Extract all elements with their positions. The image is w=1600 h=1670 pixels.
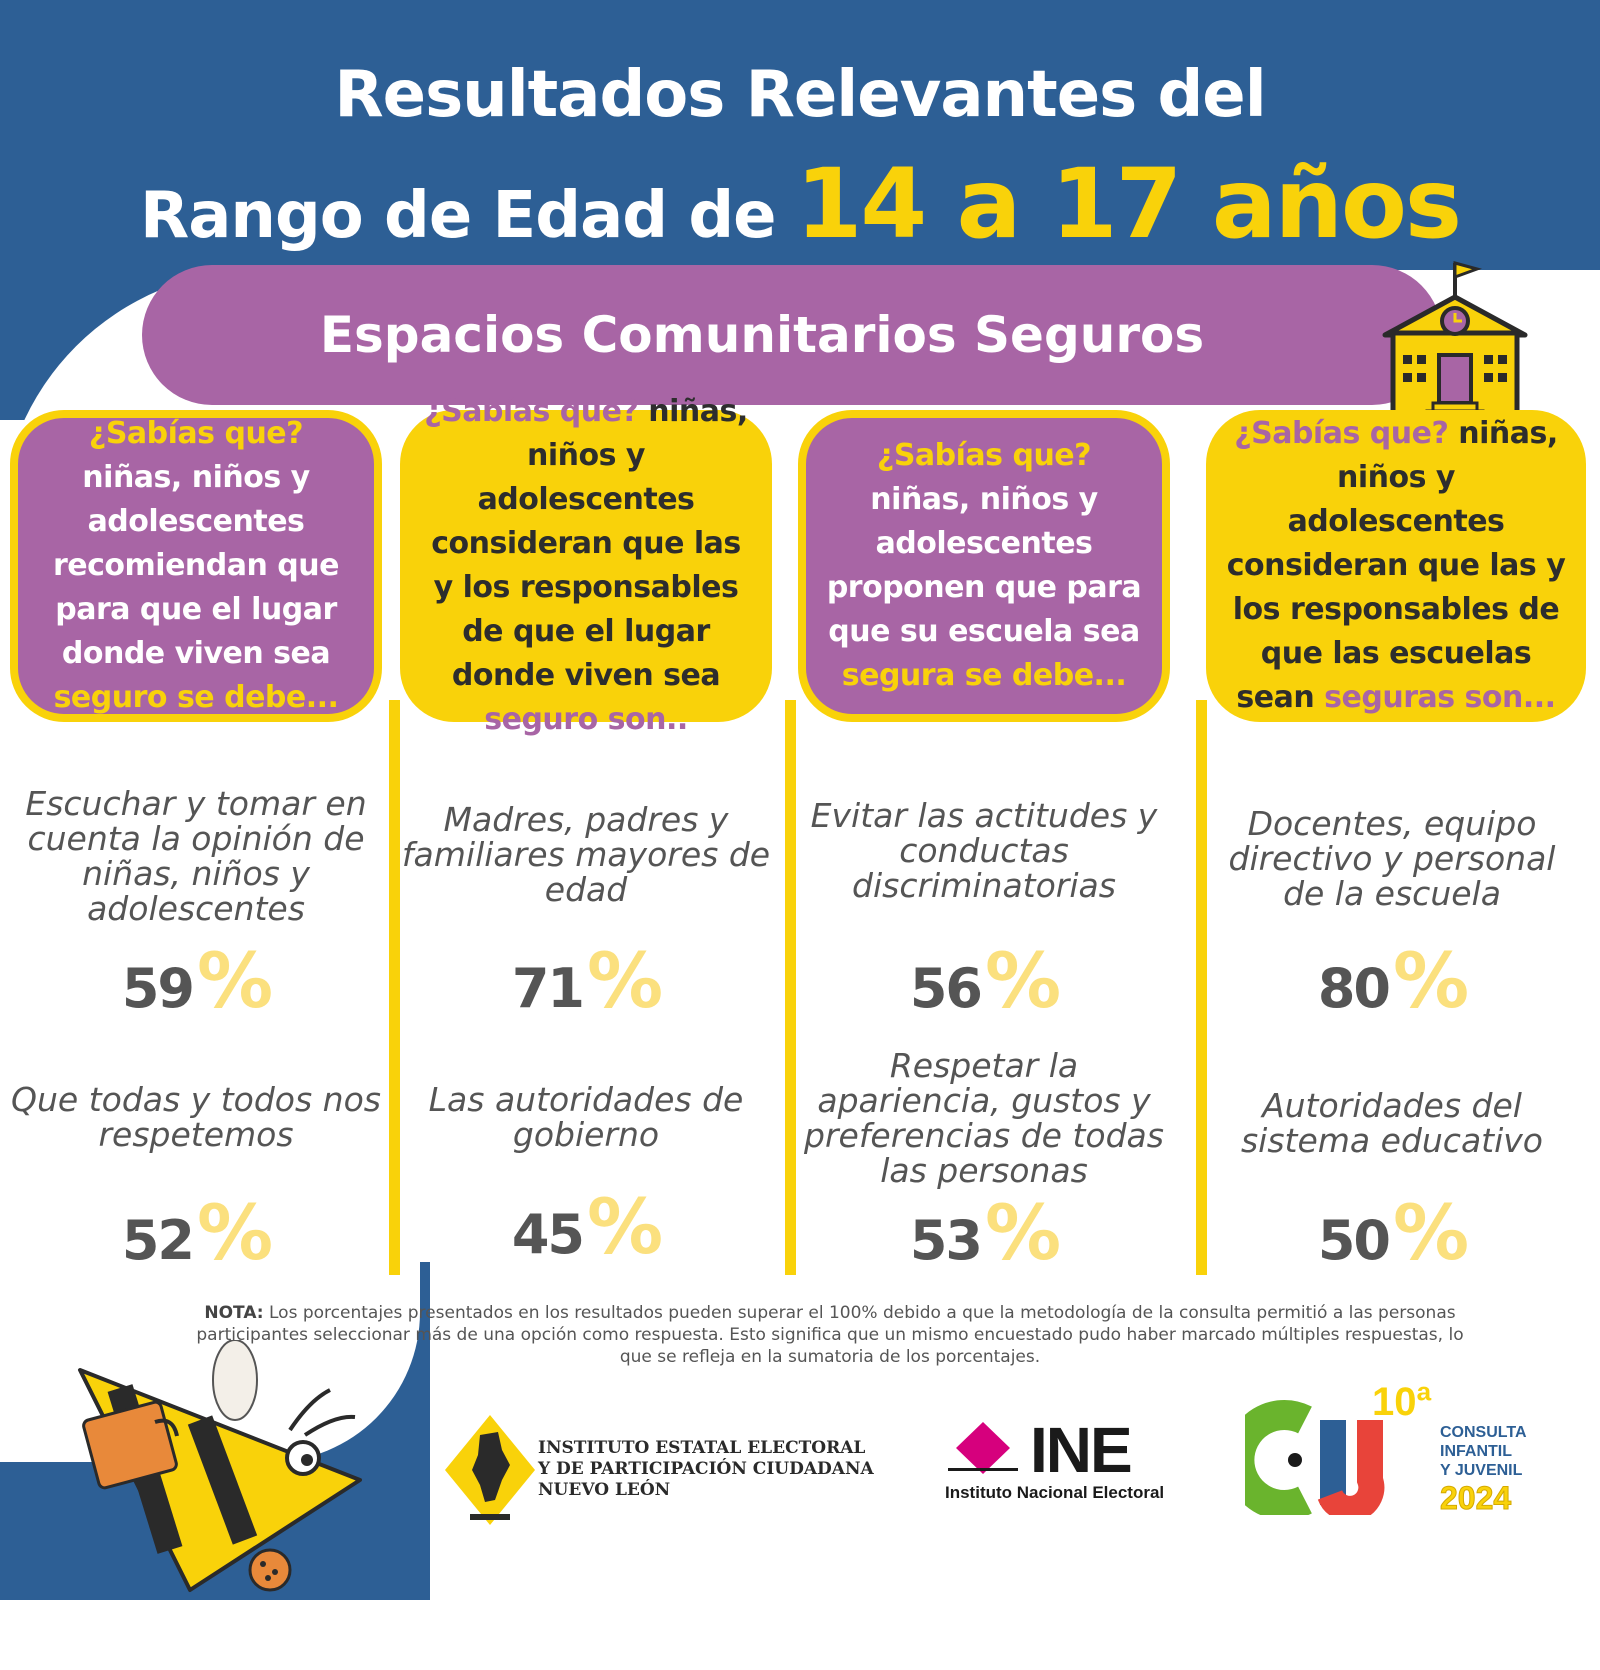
- result-percentage: 56%: [798, 936, 1170, 1025]
- fact-card-2: ¿Sabías que? niñas, niños y adolescentes…: [400, 394, 772, 737]
- result-percentage: 53%: [798, 1188, 1170, 1277]
- page-subtitle: Rango de Edad de 14 a 17 años: [0, 148, 1600, 260]
- cij-year: 2024: [1439, 1480, 1512, 1517]
- percent-sign: %: [985, 1188, 1061, 1277]
- percent-sign: %: [985, 936, 1061, 1025]
- result-percentage: 59%: [10, 936, 382, 1025]
- fact-card-tail: segura se debe...: [841, 658, 1127, 693]
- iee-name-line: Y DE PARTICIPACIÓN CIUDADANA: [538, 1459, 874, 1479]
- fact-card-text: ¿Sabías que? niñas, niños y adolescentes…: [36, 412, 356, 720]
- result-value: 80: [1317, 957, 1391, 1020]
- topic-banner-label: Espacios Comunitarios Seguros: [319, 306, 1205, 364]
- result-percentage: 50%: [1206, 1188, 1578, 1277]
- result-value: 71: [511, 957, 585, 1020]
- subtitle-age-range: 14 a 17 años: [795, 148, 1462, 260]
- percent-sign: %: [1393, 936, 1469, 1025]
- footnote-label: NOTA:: [204, 1303, 264, 1323]
- result-value: 45: [511, 1203, 585, 1266]
- page-title: Resultados Relevantes del: [334, 58, 1266, 132]
- cij-2024-logo: [1245, 1400, 1385, 1515]
- result-label: Evitar las actitudes y conductas discrim…: [810, 796, 1158, 905]
- fact-card-question: ¿Sabías que?: [1234, 416, 1449, 451]
- fact-card-4: ¿Sabías que? niñas, niños y adolescentes…: [1206, 410, 1586, 722]
- result-value: 52: [121, 1209, 195, 1272]
- subtitle-prefix: Rango de Edad de: [139, 179, 777, 253]
- fact-card-text: ¿Sabías que? niñas, niños y adolescentes…: [824, 434, 1144, 698]
- fact-card-text: ¿Sabías que? niñas, niños y adolescentes…: [1224, 412, 1568, 720]
- result-value: 50: [1317, 1209, 1391, 1272]
- percent-sign: %: [197, 936, 273, 1025]
- column-divider: [389, 700, 400, 1275]
- fact-card-text: ¿Sabías que? niñas, niños y adolescentes…: [418, 390, 754, 742]
- result-percentage: 71%: [400, 936, 772, 1025]
- result-label: Las autoridades de gobierno: [428, 1080, 744, 1154]
- result-percentage: 45%: [400, 1182, 772, 1271]
- cij-name-line: CONSULTA: [1440, 1424, 1527, 1441]
- percent-sign: %: [197, 1188, 273, 1277]
- column-divider: [1196, 700, 1207, 1275]
- column-divider: [785, 700, 796, 1275]
- fact-card-body: niñas, niños y adolescentes recomiendan …: [53, 460, 339, 671]
- result-label: Respetar la apariencia, gustos y prefere…: [804, 1046, 1164, 1190]
- result-percentage: 80%: [1206, 936, 1578, 1025]
- result-label: Madres, padres y familiares mayores de e…: [401, 800, 771, 909]
- cij-name: CONSULTA INFANTIL Y JUVENIL: [1440, 1423, 1527, 1480]
- fact-card-3: ¿Sabías que? niñas, niños y adolescentes…: [798, 410, 1170, 722]
- result-label: Autoridades del sistema educativo: [1240, 1086, 1543, 1160]
- result-value: 56: [909, 957, 983, 1020]
- fact-card-body: niñas, niños y adolescentes consideran q…: [431, 394, 748, 693]
- fact-card-tail: seguras son...: [1324, 680, 1556, 715]
- iee-name-line: NUEVO LEÓN: [538, 1480, 671, 1500]
- result-value: 53: [909, 1209, 983, 1272]
- fact-card-body: niñas, niños y adolescentes proponen que…: [826, 482, 1142, 649]
- footnote-text: Los porcentajes presentados en los resul…: [196, 1303, 1464, 1367]
- iee-name-line: INSTITUTO ESTATAL ELECTORAL: [538, 1438, 866, 1458]
- result-value: 59: [121, 957, 195, 1020]
- cij-edition: 10ª: [1372, 1380, 1432, 1424]
- cij-name-line: INFANTIL: [1440, 1443, 1512, 1460]
- footnote: NOTA: Los porcentajes presentados en los…: [180, 1302, 1480, 1368]
- school-icon: [1382, 261, 1528, 422]
- cij-name-line: Y JUVENIL: [1440, 1462, 1523, 1479]
- fact-card-question: ¿Sabías que?: [876, 438, 1092, 473]
- result-label: Que todas y todos nos respetemos: [11, 1080, 381, 1154]
- result-label: Escuchar y tomar en cuenta la opinión de…: [25, 784, 367, 928]
- result-label: Docentes, equipo directivo y personal de…: [1228, 804, 1556, 913]
- ine-name: Instituto Nacional Electoral: [945, 1483, 1165, 1502]
- fact-card-tail: seguro se debe...: [53, 680, 339, 715]
- result-percentage: 52%: [10, 1188, 382, 1277]
- bee-mascot-icon: [78, 1340, 362, 1592]
- ine-acronym: INE: [1030, 1414, 1133, 1486]
- iee-nuevo-leon-logo: [445, 1415, 535, 1525]
- fact-card-body: niñas, niños y adolescentes consideran q…: [1226, 416, 1566, 715]
- fact-card-tail: seguro son..: [484, 702, 688, 737]
- fact-card-1: ¿Sabías que? niñas, niños y adolescentes…: [10, 410, 382, 722]
- topic-banner: Espacios Comunitarios Seguros: [142, 265, 1442, 405]
- percent-sign: %: [587, 1182, 663, 1271]
- ine-logo-icon: [948, 1422, 1018, 1474]
- fact-card-question: ¿Sabías que?: [424, 394, 639, 429]
- percent-sign: %: [1393, 1188, 1469, 1277]
- fact-card-question: ¿Sabías que?: [88, 416, 304, 451]
- iee-name: INSTITUTO ESTATAL ELECTORAL Y DE PARTICI…: [538, 1438, 874, 1501]
- percent-sign: %: [587, 936, 663, 1025]
